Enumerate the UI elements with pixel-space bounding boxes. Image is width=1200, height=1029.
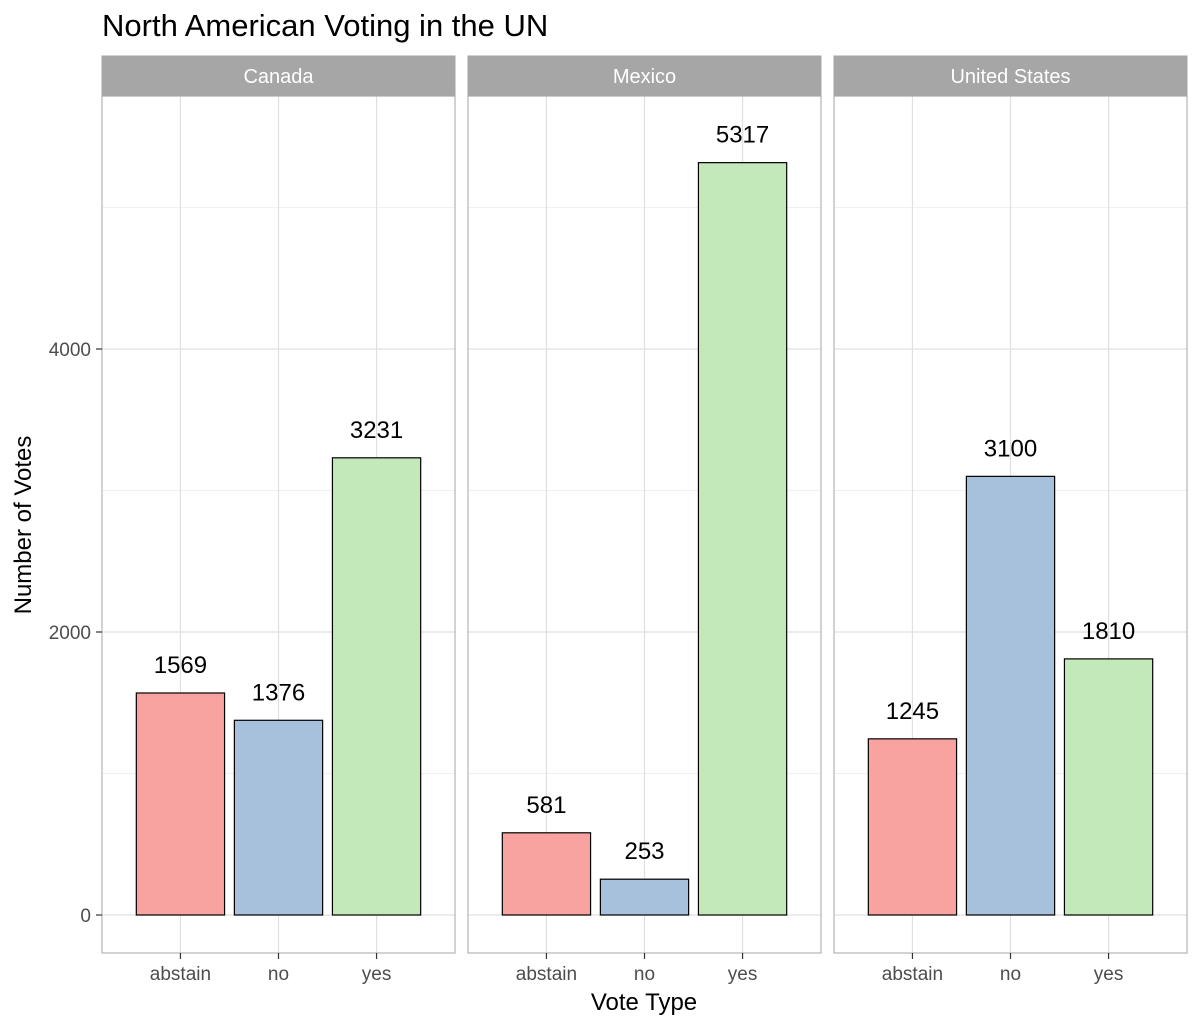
y-axis-title: Number of Votes <box>10 436 37 615</box>
facet-strip <box>833 55 1188 97</box>
bar-value-label: 581 <box>526 792 566 819</box>
bar-value-label: 1810 <box>1082 618 1135 645</box>
x-axis-title: Vote Type <box>591 989 697 1016</box>
bar-value-label: 1245 <box>886 698 939 725</box>
facet-strip <box>101 55 456 97</box>
x-tick-label: no <box>268 964 289 985</box>
bar-no <box>233 719 324 916</box>
bar-value-label: 1569 <box>154 652 207 679</box>
y-axis: 0 2000 4000 <box>49 340 102 927</box>
bar-yes <box>331 457 422 916</box>
bar-yes <box>697 162 788 916</box>
facet-strip-label: United States <box>950 66 1070 88</box>
facet-strip <box>467 55 822 97</box>
bar-abstain <box>867 738 958 916</box>
x-tick-label: abstain <box>882 964 943 985</box>
bar-yes <box>1063 658 1154 916</box>
facet-panel-united-states: 1245 3100 1810 United States abstain no yes <box>833 55 1188 985</box>
x-tick-label: yes <box>728 964 758 985</box>
bar-value-label: 5317 <box>716 122 769 149</box>
chart-title: North American Voting in the UN <box>102 8 548 43</box>
bar-value-label: 3231 <box>350 417 403 444</box>
x-tick-label: yes <box>362 964 392 985</box>
bar-value-label: 1376 <box>252 679 305 706</box>
x-tick-label: yes <box>1094 964 1124 985</box>
facet-strip-label: Mexico <box>613 66 676 88</box>
bar-value-label: 253 <box>624 838 664 865</box>
bar-abstain <box>501 832 592 916</box>
facet-panel-mexico: 581 253 5317 Mexico abstain no yes <box>467 55 822 985</box>
x-tick-label: abstain <box>516 964 577 985</box>
y-tick-label: 4000 <box>49 340 91 361</box>
x-tick-label: abstain <box>150 964 211 985</box>
x-tick-label: no <box>1000 964 1021 985</box>
bar-no <box>965 475 1056 916</box>
facet-panel-canada: 1569 1376 3231 Canada abstain no yes <box>101 55 456 985</box>
y-tick-label: 2000 <box>49 623 91 644</box>
x-tick-label: no <box>634 964 655 985</box>
bar-value-label: 3100 <box>984 435 1037 462</box>
facet-strip-label: Canada <box>243 66 314 88</box>
y-tick-label: 0 <box>80 906 91 927</box>
bar-abstain <box>135 692 226 916</box>
facet-panels: 1569 1376 3231 Canada abstain no yes 581 253 5317… <box>101 55 1188 985</box>
bar-no <box>599 878 690 916</box>
